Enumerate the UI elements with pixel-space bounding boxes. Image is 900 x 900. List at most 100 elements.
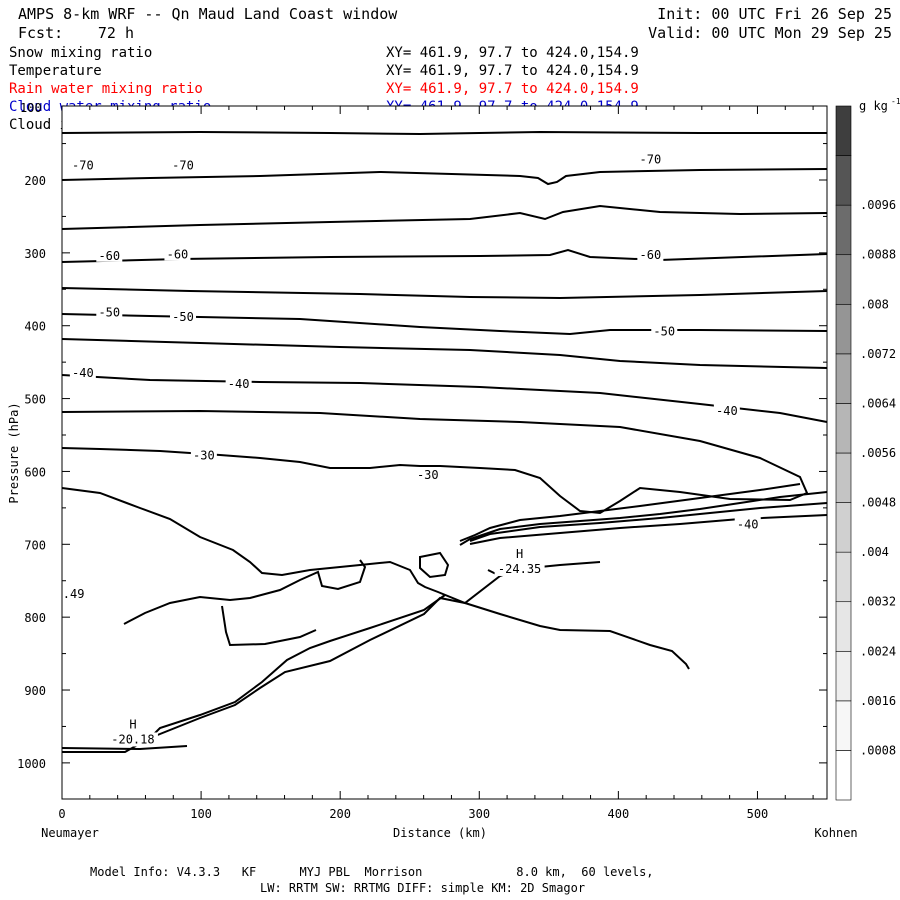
colorbar-level-label: .0096: [860, 198, 896, 212]
y-tick-label-top: 100: [20, 101, 42, 115]
x-start-label: Neumayer: [41, 826, 99, 840]
colorbar-swatch: [835, 303, 852, 355]
x-tick-label: 0: [58, 807, 65, 821]
y-tick-label: 400: [24, 320, 46, 334]
terrain-contour-5: [459, 491, 828, 546]
isotherm-top: [61, 130, 827, 136]
isotherm-label: -50: [98, 306, 120, 320]
isotherm-label: -60: [640, 248, 662, 262]
header-valid: Valid: 00 UTC Mon 29 Sep 25: [648, 24, 892, 42]
y-tick-label: 700: [24, 538, 46, 552]
header-init: Init: 00 UTC Fri 26 Sep 25: [657, 5, 892, 23]
isotherm-label-bg: [225, 376, 252, 391]
x-end-label: Kohnen: [814, 826, 857, 840]
colorbar-swatch: [835, 502, 852, 553]
isotherm-label-bg: [734, 516, 761, 531]
y-tick-label: 600: [24, 465, 46, 479]
terrain-contour-6: [469, 502, 828, 542]
colorbar-level-label: .0024: [860, 644, 896, 658]
colorbar-swatch: [835, 204, 852, 256]
variable-name: Rain water mixing ratio: [9, 81, 203, 97]
variable-xy: XY= 461.9, 97.7 to 424.0,154.9: [386, 81, 639, 97]
colorbar-swatch: [835, 551, 852, 603]
isotherm-labels: -70 -70 -70 -60 -60 -60 -50 -50 -50 -40 -40 -40 -40 -…: [69, 151, 761, 532]
isotherm-minus65: [61, 204, 828, 230]
edge-value-label: .49: [63, 587, 85, 601]
colorbar-swatch: [835, 700, 852, 751]
x-axis: 0 100 200 300 400 500: [58, 106, 814, 821]
isotherm-label: -50: [653, 325, 675, 339]
colorbar-unit-exponent: -1: [891, 97, 900, 106]
colorbar-swatch: [835, 601, 852, 652]
footer-line-2: LW: RRTM SW: RRTMG DIFF: simple KM: 2D S…: [260, 881, 585, 895]
isotherm-label: -40: [716, 404, 738, 418]
terrain-contour-4: [459, 483, 801, 542]
header-fcst-value: 72 h: [98, 24, 134, 42]
high-value-bg: [494, 561, 545, 576]
cloud-contour-mid: [221, 605, 317, 647]
header-title: AMPS 8-km WRF -- Qn Maud Land Coast wind…: [18, 5, 398, 23]
colorbar-swatch: [835, 650, 852, 702]
colorbar-swatch: [835, 353, 852, 404]
isotherm-label-bg: [96, 304, 123, 319]
isotherm-label-bg: [190, 447, 217, 462]
y-tick-label: 1000: [17, 757, 46, 771]
isotherm-label: -70: [640, 153, 662, 167]
x-axis-label: Distance (km): [393, 826, 487, 840]
y-tick-label: 800: [24, 611, 46, 625]
y-axis: 200 300 400 500 600 700 800 900 1000: [17, 143, 827, 771]
isotherm-minus55: [61, 287, 828, 300]
x-tick-label: 100: [190, 807, 212, 821]
colorbar-level-label: .0056: [860, 446, 896, 460]
isotherm-label: -30: [193, 448, 215, 462]
y-tick-label: 300: [24, 247, 46, 261]
isotherm-minus45: [61, 338, 828, 369]
isotherm-label-bg: [96, 247, 123, 262]
colorbar-level-label: .008: [860, 297, 889, 311]
high-value: -20.18: [111, 732, 154, 746]
colorbar-swatch: [835, 155, 852, 206]
isotherm-label-bg: [713, 402, 740, 417]
footer-line-1: Model Info: V4.3.3 KF MYJ PBL Morrison 8…: [90, 865, 654, 879]
colorbar-level-label: .004: [860, 545, 889, 559]
variable-name: Temperature: [9, 63, 102, 79]
high-markers: H-20.18H-24.35: [107, 547, 545, 747]
variable-name: Snow mixing ratio: [9, 45, 152, 61]
colorbar-swatch: [835, 452, 852, 503]
isotherm-minus30: [61, 487, 690, 670]
high-letter: H: [129, 717, 136, 731]
high-letter: H: [516, 547, 523, 561]
isotherm-label-bg: [164, 246, 191, 261]
isotherm-label: -60: [98, 249, 120, 263]
colorbar-level-label: .0032: [860, 595, 896, 609]
cloud-contour-loop: [419, 551, 450, 579]
terrain-contour-3: [149, 594, 446, 739]
colorbar-level-label: .0008: [860, 743, 896, 757]
x-tick-label: 300: [468, 807, 490, 821]
cloud-contour-left: [123, 559, 367, 625]
isotherm-label-bg: [170, 308, 197, 323]
isotherm-label: -70: [72, 158, 94, 172]
colorbar-swatch: [835, 254, 852, 305]
colorbar-unit: g kg: [859, 99, 888, 113]
colorbar-level-label: .0072: [860, 347, 896, 361]
variable-xy: XY= 461.9, 97.7 to 424.0,154.9: [386, 63, 639, 79]
isotherm-label-bg: [69, 365, 96, 380]
isotherm-label-bg: [651, 323, 678, 338]
header-fcst-label: Fcst:: [18, 24, 63, 42]
x-tick-label: 500: [747, 807, 769, 821]
isotherm-label: -40: [72, 366, 94, 380]
y-tick-label: 200: [24, 174, 46, 188]
x-tick-label: 400: [608, 807, 630, 821]
isotherm-label-bg: [637, 151, 664, 166]
isotherm-label: -70: [172, 158, 194, 172]
colorbar-level-label: .0048: [860, 496, 896, 510]
colorbar-swatch: [835, 403, 852, 454]
high-value-bg: [107, 732, 158, 747]
colorbar-swatch: [835, 105, 852, 156]
isotherm-label: -30: [417, 468, 439, 482]
isotherm-label-bg: [637, 247, 664, 262]
isotherm-minus70: [61, 168, 828, 186]
colorbar-level-label: .0088: [860, 248, 896, 262]
